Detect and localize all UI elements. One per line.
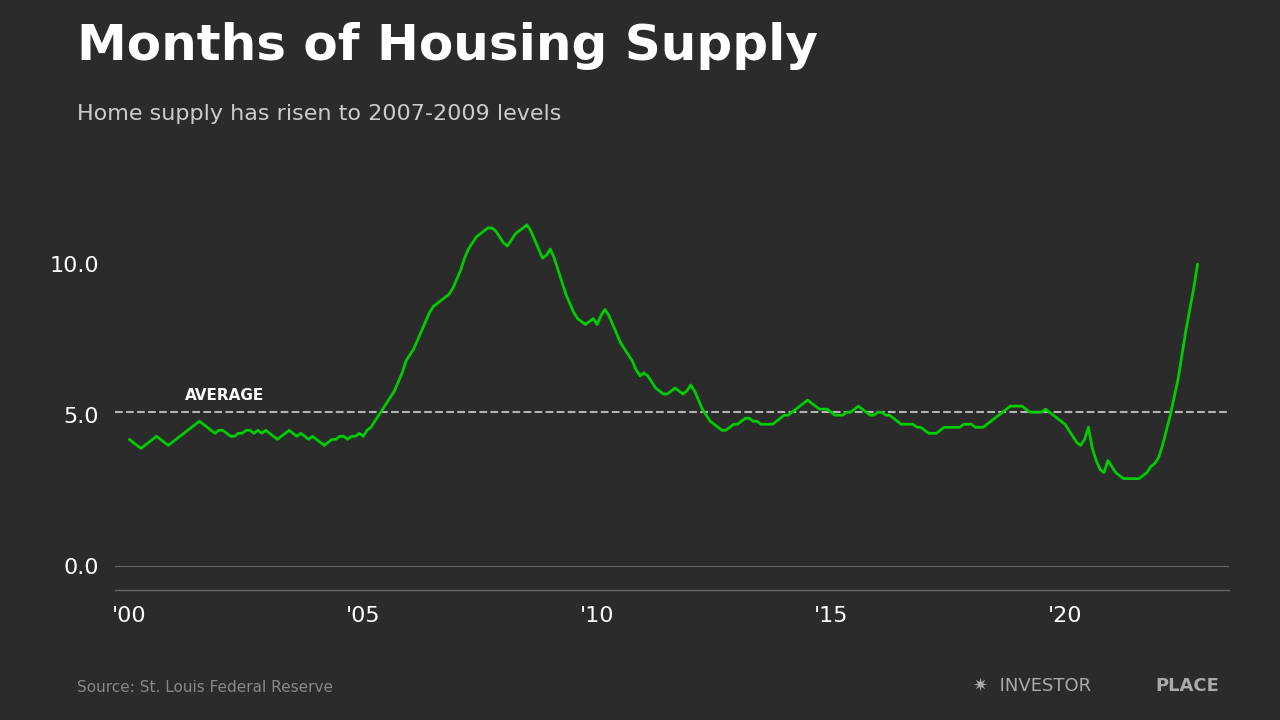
Text: ✷  INVESTOR: ✷ INVESTOR — [973, 677, 1091, 695]
Text: Months of Housing Supply: Months of Housing Supply — [77, 22, 818, 70]
Text: AVERAGE: AVERAGE — [186, 388, 265, 403]
Text: Home supply has risen to 2007-2009 levels: Home supply has risen to 2007-2009 level… — [77, 104, 561, 125]
Text: Source: St. Louis Federal Reserve: Source: St. Louis Federal Reserve — [77, 680, 333, 695]
Text: PLACE: PLACE — [1156, 677, 1220, 695]
